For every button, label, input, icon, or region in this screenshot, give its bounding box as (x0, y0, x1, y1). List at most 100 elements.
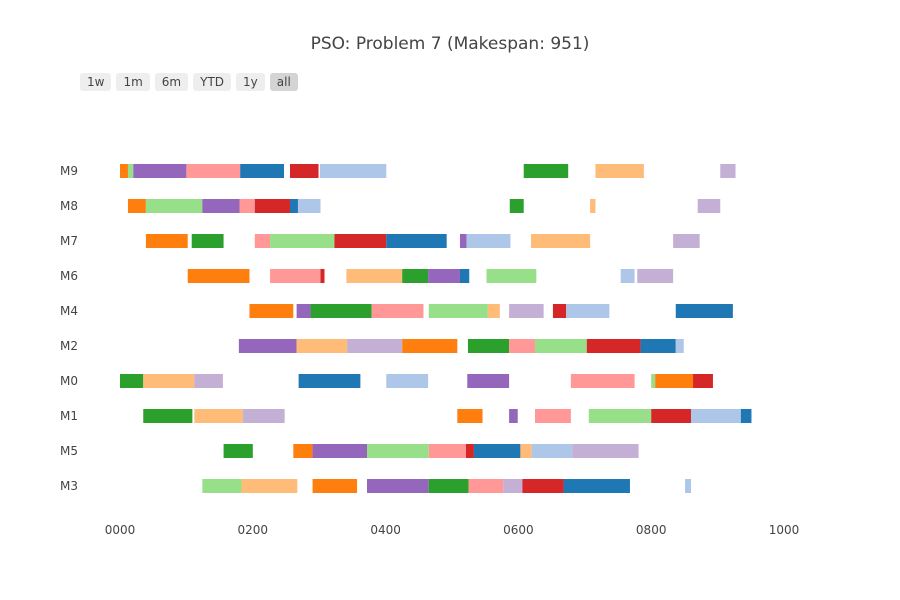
task-bar[interactable] (312, 479, 358, 493)
task-bar[interactable] (640, 339, 676, 353)
task-bar[interactable] (143, 409, 193, 423)
task-bar[interactable] (691, 409, 741, 423)
task-bar[interactable] (127, 164, 134, 178)
task-bar[interactable] (595, 164, 644, 178)
task-bar[interactable] (459, 269, 470, 283)
task-bar[interactable] (270, 234, 335, 248)
task-bar[interactable] (620, 269, 635, 283)
task-bar[interactable] (467, 339, 510, 353)
task-bar[interactable] (254, 234, 271, 248)
task-bar[interactable] (187, 269, 250, 283)
task-bar[interactable] (586, 339, 641, 353)
task-bar[interactable] (552, 304, 567, 318)
task-bar[interactable] (531, 234, 591, 248)
task-bar[interactable] (371, 304, 424, 318)
task-bar[interactable] (685, 479, 692, 493)
task-bar[interactable] (194, 409, 243, 423)
task-bar[interactable] (509, 304, 544, 318)
task-bar[interactable] (298, 374, 361, 388)
task-bar[interactable] (194, 374, 223, 388)
task-bar[interactable] (428, 304, 488, 318)
task-bar[interactable] (191, 234, 224, 248)
task-bar[interactable] (270, 269, 321, 283)
task-bar[interactable] (459, 234, 467, 248)
task-bar[interactable] (334, 234, 387, 248)
range-button-1m[interactable]: 1m (116, 73, 150, 91)
task-bar[interactable] (588, 409, 652, 423)
task-bar[interactable] (120, 374, 144, 388)
task-bar[interactable] (740, 409, 752, 423)
task-bar[interactable] (297, 199, 321, 213)
task-bar[interactable] (487, 304, 500, 318)
task-bar[interactable] (428, 479, 469, 493)
task-bar[interactable] (386, 234, 447, 248)
task-bar[interactable] (655, 374, 694, 388)
task-bar[interactable] (509, 409, 518, 423)
range-button-ytd[interactable]: YTD (193, 73, 232, 91)
task-bar[interactable] (367, 479, 429, 493)
task-bar[interactable] (675, 304, 733, 318)
task-bar[interactable] (296, 339, 348, 353)
task-bar[interactable] (145, 199, 203, 213)
task-bar[interactable] (254, 199, 290, 213)
task-bar[interactable] (202, 199, 240, 213)
task-bar[interactable] (293, 444, 313, 458)
task-bar[interactable] (239, 199, 255, 213)
task-bar[interactable] (238, 339, 297, 353)
task-bar[interactable] (202, 479, 242, 493)
task-bar[interactable] (523, 164, 569, 178)
task-bar[interactable] (457, 409, 483, 423)
task-bar[interactable] (675, 339, 684, 353)
task-bar[interactable] (720, 164, 736, 178)
task-bar[interactable] (637, 269, 674, 283)
range-button-all[interactable]: all (269, 73, 298, 91)
task-bar[interactable] (651, 374, 656, 388)
task-bar[interactable] (347, 339, 403, 353)
task-bar[interactable] (402, 339, 458, 353)
task-bar[interactable] (242, 409, 285, 423)
task-bar[interactable] (312, 444, 368, 458)
task-bar[interactable] (509, 199, 524, 213)
range-button-6m[interactable]: 6m (154, 73, 189, 91)
task-bar[interactable] (473, 444, 521, 458)
task-bar[interactable] (133, 164, 187, 178)
task-bar[interactable] (535, 339, 587, 353)
task-bar[interactable] (310, 304, 372, 318)
task-bar[interactable] (367, 444, 429, 458)
task-bar[interactable] (465, 444, 474, 458)
task-bar[interactable] (386, 374, 429, 388)
task-bar[interactable] (240, 164, 285, 178)
task-bar[interactable] (143, 374, 195, 388)
task-bar[interactable] (566, 304, 610, 318)
task-bar[interactable] (651, 409, 692, 423)
task-bar[interactable] (428, 269, 460, 283)
task-bar[interactable] (289, 164, 319, 178)
task-bar[interactable] (296, 304, 311, 318)
task-bar[interactable] (467, 374, 510, 388)
task-bar[interactable] (319, 164, 387, 178)
task-bar[interactable] (289, 199, 298, 213)
task-bar[interactable] (693, 374, 713, 388)
task-bar[interactable] (572, 444, 639, 458)
task-bar[interactable] (563, 479, 630, 493)
task-bar[interactable] (535, 409, 571, 423)
task-bar[interactable] (468, 479, 504, 493)
task-bar[interactable] (320, 269, 325, 283)
task-bar[interactable] (223, 444, 253, 458)
task-bar[interactable] (249, 304, 294, 318)
task-bar[interactable] (186, 164, 241, 178)
task-bar[interactable] (145, 234, 188, 248)
task-bar[interactable] (428, 444, 466, 458)
task-bar[interactable] (590, 199, 596, 213)
task-bar[interactable] (486, 269, 537, 283)
task-bar[interactable] (697, 199, 721, 213)
task-bar[interactable] (509, 339, 535, 353)
range-button-1w[interactable]: 1w (80, 73, 112, 91)
range-button-1y[interactable]: 1y (236, 73, 265, 91)
task-bar[interactable] (531, 444, 573, 458)
task-bar[interactable] (120, 164, 128, 178)
task-bar[interactable] (673, 234, 700, 248)
task-bar[interactable] (570, 374, 635, 388)
task-bar[interactable] (503, 479, 523, 493)
task-bar[interactable] (522, 479, 564, 493)
